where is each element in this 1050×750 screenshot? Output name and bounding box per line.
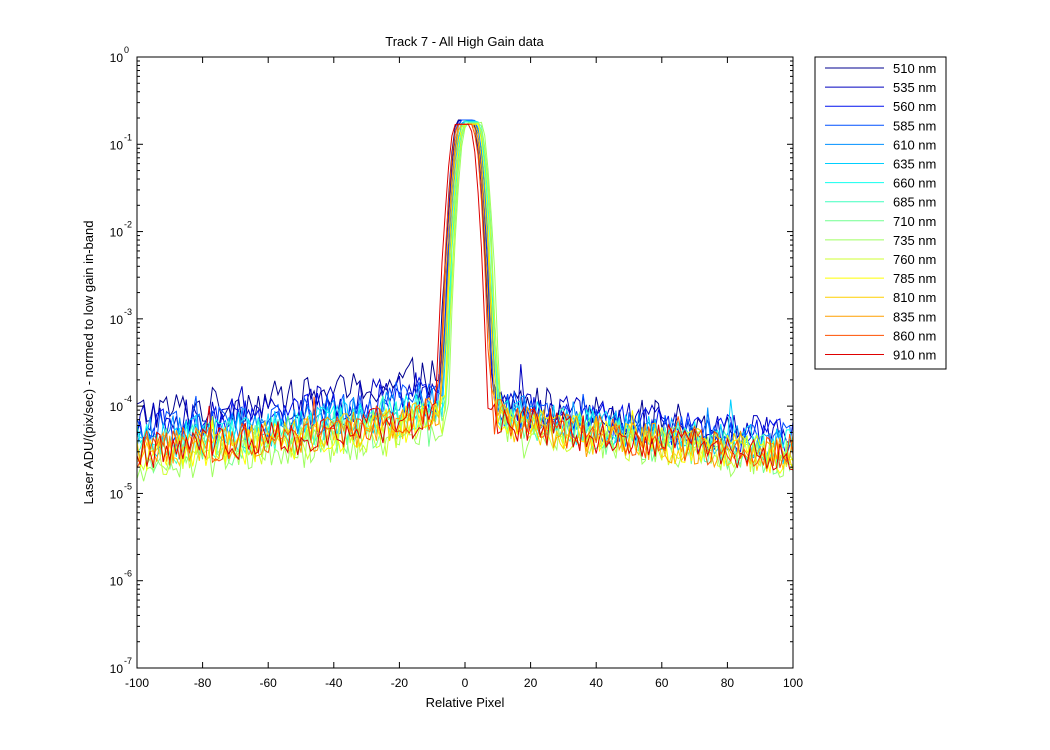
x-tick-label: 0 bbox=[462, 676, 469, 690]
x-tick-label: 20 bbox=[524, 676, 538, 690]
legend-label: 810 nm bbox=[893, 290, 936, 305]
legend-label: 735 nm bbox=[893, 233, 936, 248]
y-tick-label-exponent: -7 bbox=[124, 656, 132, 666]
legend-label: 860 nm bbox=[893, 328, 936, 343]
y-tick-label-exponent: -4 bbox=[124, 394, 132, 404]
x-tick-label: -60 bbox=[260, 676, 278, 690]
series-layer bbox=[137, 119, 793, 482]
legend: 510 nm 535 nm 560 nm 585 nm 610 nm 635 nm 660 … bbox=[814, 56, 947, 370]
chart-title: Track 7 - All High Gain data bbox=[385, 34, 544, 49]
y-tick-label-exponent: 0 bbox=[124, 45, 129, 55]
x-tick-label: 40 bbox=[590, 676, 604, 690]
x-tick-label: 100 bbox=[783, 676, 803, 690]
x-tick-label: 80 bbox=[721, 676, 735, 690]
y-tick-label-base: 10 bbox=[110, 51, 124, 65]
y-axis-label: Laser ADU/(pix/sec) - normed to low gain… bbox=[81, 221, 96, 505]
y-tick-label-exponent: -5 bbox=[124, 481, 132, 491]
legend-box bbox=[814, 56, 947, 370]
legend-label: 910 nm bbox=[893, 348, 936, 363]
legend-label: 710 nm bbox=[893, 214, 936, 229]
y-tick-label-base: 10 bbox=[110, 487, 124, 501]
axes-layer: -100 -80 -60 -40 -20 0 20 40 60 80 10010010-110-21… bbox=[110, 45, 804, 690]
legend-label: 635 nm bbox=[893, 157, 936, 172]
legend-label: 835 nm bbox=[893, 309, 936, 324]
legend-label: 785 nm bbox=[893, 271, 936, 286]
y-tick-label-base: 10 bbox=[110, 226, 124, 240]
y-tick-label-exponent: -3 bbox=[124, 307, 132, 317]
legend-label: 560 nm bbox=[893, 99, 936, 114]
legend-label: 535 nm bbox=[893, 80, 936, 95]
y-tick-label-base: 10 bbox=[110, 313, 124, 327]
legend-label: 685 nm bbox=[893, 195, 936, 210]
y-tick-label-exponent: -1 bbox=[124, 132, 132, 142]
legend-label: 510 nm bbox=[893, 61, 936, 76]
x-tick-label: -100 bbox=[125, 676, 149, 690]
x-tick-label: -20 bbox=[391, 676, 409, 690]
legend-label: 585 nm bbox=[893, 118, 936, 133]
y-tick-label-exponent: -2 bbox=[124, 220, 132, 230]
series-line bbox=[137, 123, 793, 471]
y-tick-label-base: 10 bbox=[110, 575, 124, 589]
x-axis-label: Relative Pixel bbox=[426, 695, 505, 710]
x-tick-label: 60 bbox=[655, 676, 669, 690]
x-tick-label: -40 bbox=[325, 676, 343, 690]
legend-label: 610 nm bbox=[893, 137, 936, 152]
y-tick-label-base: 10 bbox=[110, 400, 124, 414]
legend-label: 760 nm bbox=[893, 252, 936, 267]
legend-label: 660 nm bbox=[893, 176, 936, 191]
y-tick-label-base: 10 bbox=[110, 662, 124, 676]
y-tick-label-exponent: -6 bbox=[124, 569, 132, 579]
x-tick-label: -80 bbox=[194, 676, 212, 690]
y-tick-label-base: 10 bbox=[110, 138, 124, 152]
